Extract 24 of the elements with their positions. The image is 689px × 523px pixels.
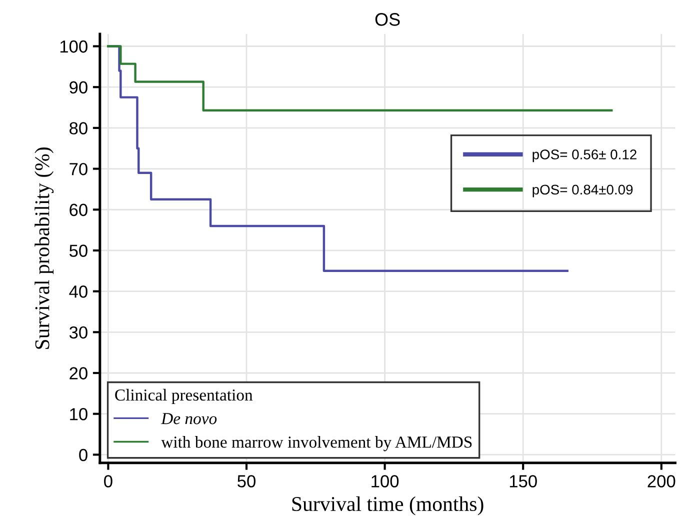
x-tick-label: 50 (238, 475, 256, 488)
y-tick-label: 80 (70, 122, 88, 134)
y-axis-title: Survival probability (%) (34, 148, 54, 349)
x-tick-label: 200 (648, 475, 676, 488)
x-tick-label: 100 (372, 475, 399, 488)
y-tick-label: 70 (70, 162, 88, 176)
y-tick-label: 30 (69, 326, 88, 339)
legend-label: De novo (160, 413, 217, 424)
annotation: pOS= 0.56± 0.12 (532, 150, 636, 162)
chart-title: OS (375, 13, 400, 26)
y-tick-label: 20 (70, 367, 88, 380)
x-axis-title: Survival time (months) (292, 496, 484, 516)
y-tick-label: 90 (70, 81, 88, 94)
y-tick-label: 60 (70, 204, 88, 216)
legend-label: with bone marrow involvement by AML/MDS (161, 436, 472, 452)
y-tick-label: 10 (70, 408, 88, 420)
y-tick-label: 50 (69, 244, 88, 257)
x-tick-label: 150 (510, 475, 537, 488)
legend-title: Clinical presentation (115, 388, 253, 404)
y-tick-label: 100 (60, 40, 88, 53)
y-tick-label: 0 (79, 448, 88, 462)
x-tick-label: 0 (104, 475, 112, 488)
annotation: pOS= 0.84±0.09 (532, 184, 633, 198)
y-tick-label: 40 (69, 285, 88, 298)
